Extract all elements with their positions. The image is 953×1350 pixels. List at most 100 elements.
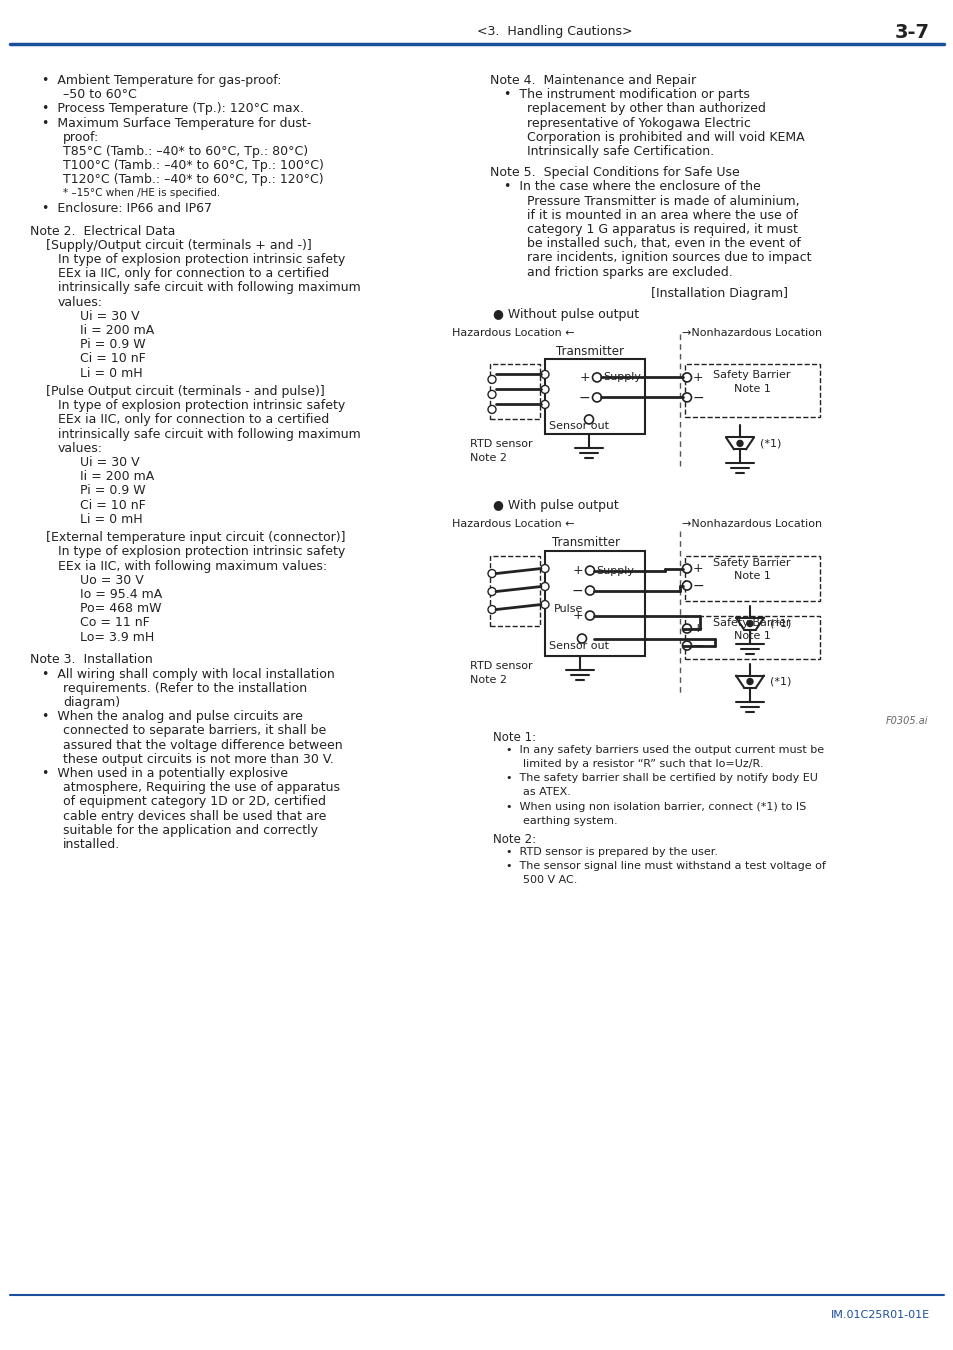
Text: be installed such, that, even in the event of: be installed such, that, even in the eve… (526, 238, 800, 250)
Text: Ui = 30 V: Ui = 30 V (80, 456, 139, 468)
Text: Pressure Transmitter is made of aluminium,: Pressure Transmitter is made of aluminiu… (526, 194, 799, 208)
Text: EEx ia IIC, only for connection to a certified: EEx ia IIC, only for connection to a cer… (58, 413, 329, 427)
Text: T85°C (Tamb.: –40* to 60°C, Tp.: 80°C): T85°C (Tamb.: –40* to 60°C, Tp.: 80°C) (63, 144, 308, 158)
Bar (684, 364, 820, 417)
Circle shape (540, 583, 548, 590)
Text: category 1 G apparatus is required, it must: category 1 G apparatus is required, it m… (526, 223, 797, 236)
Text: values:: values: (58, 441, 103, 455)
Text: Intrinsically safe Certification.: Intrinsically safe Certification. (526, 144, 714, 158)
Circle shape (746, 679, 752, 684)
Text: •  When the analog and pulse circuits are: • When the analog and pulse circuits are (42, 710, 302, 724)
Text: −: − (692, 579, 704, 593)
Text: intrinsically safe circuit with following maximum: intrinsically safe circuit with followin… (58, 428, 360, 440)
Text: −: − (571, 583, 582, 598)
Circle shape (488, 587, 496, 595)
Text: +: + (692, 371, 703, 383)
Text: 3-7: 3-7 (894, 23, 929, 42)
Text: Note 2: Note 2 (470, 675, 506, 684)
Text: Ii = 200 mA: Ii = 200 mA (80, 324, 154, 338)
Text: •  When used in a potentially explosive: • When used in a potentially explosive (42, 767, 288, 780)
Text: +: + (572, 609, 582, 622)
Text: Transmitter: Transmitter (556, 346, 623, 358)
Text: Ui = 30 V: Ui = 30 V (80, 309, 139, 323)
Text: Sensor out: Sensor out (548, 640, 608, 651)
Text: +: + (572, 564, 582, 576)
Text: atmosphere, Requiring the use of apparatus: atmosphere, Requiring the use of apparat… (63, 782, 339, 794)
Circle shape (540, 401, 548, 409)
Text: −: − (692, 390, 704, 405)
Text: EEx ia IIC, only for connection to a certified: EEx ia IIC, only for connection to a cer… (58, 267, 329, 279)
Bar (490, 364, 539, 420)
Circle shape (737, 440, 742, 447)
Circle shape (681, 393, 691, 402)
Text: Note 4.  Maintenance and Repair: Note 4. Maintenance and Repair (490, 74, 696, 86)
Text: ● Without pulse output: ● Without pulse output (493, 308, 639, 321)
Bar (544, 359, 644, 435)
Text: Supply: Supply (602, 373, 640, 382)
Text: Note 2.  Electrical Data: Note 2. Electrical Data (30, 224, 175, 238)
Text: RTD sensor: RTD sensor (470, 439, 532, 450)
Text: Note 2:: Note 2: (493, 833, 536, 846)
Text: Note 1: Note 1 (733, 571, 770, 580)
Text: Safety Barrier: Safety Barrier (713, 370, 790, 381)
Text: IM.01C25R01-01E: IM.01C25R01-01E (830, 1310, 929, 1320)
Circle shape (681, 373, 691, 382)
Text: (*1): (*1) (769, 676, 791, 687)
Text: Co = 11 nF: Co = 11 nF (80, 617, 150, 629)
Text: Hazardous Location ←: Hazardous Location ← (452, 520, 575, 529)
Text: ● With pulse output: ● With pulse output (493, 500, 618, 513)
Text: Hazardous Location ←: Hazardous Location ← (452, 328, 575, 339)
Text: Corporation is prohibited and will void KEMA: Corporation is prohibited and will void … (526, 131, 803, 144)
Text: (*1): (*1) (760, 439, 781, 448)
Text: [Supply/Output circuit (terminals + and -)]: [Supply/Output circuit (terminals + and … (46, 239, 312, 251)
Text: Note 1: Note 1 (733, 630, 770, 640)
Text: Note 1: Note 1 (733, 385, 770, 394)
Circle shape (681, 564, 691, 572)
Text: T120°C (Tamb.: –40* to 60°C, Tp.: 120°C): T120°C (Tamb.: –40* to 60°C, Tp.: 120°C) (63, 173, 323, 186)
Text: [Pulse Output circuit (terminals - and pulse)]: [Pulse Output circuit (terminals - and p… (46, 385, 324, 398)
Text: Li = 0 mH: Li = 0 mH (80, 366, 143, 379)
Text: 500 V AC.: 500 V AC. (522, 875, 577, 886)
Text: <3.  Handling Cautions>: <3. Handling Cautions> (476, 26, 632, 39)
Text: Pi = 0.9 W: Pi = 0.9 W (80, 338, 146, 351)
Text: Pi = 0.9 W: Pi = 0.9 W (80, 485, 146, 497)
Text: •  In any safety barriers used the output current must be: • In any safety barriers used the output… (505, 745, 823, 755)
Bar (544, 551, 644, 656)
Text: Note 1:: Note 1: (493, 730, 536, 744)
Text: Po= 468 mW: Po= 468 mW (80, 602, 161, 616)
Circle shape (577, 634, 586, 643)
Text: earthing system.: earthing system. (522, 815, 617, 826)
Bar (684, 616, 820, 659)
Text: (*1): (*1) (769, 618, 791, 629)
Text: •  In the case where the enclosure of the: • In the case where the enclosure of the (503, 181, 760, 193)
Bar (490, 556, 539, 625)
Text: suitable for the application and correctly: suitable for the application and correct… (63, 824, 317, 837)
Text: +: + (692, 562, 703, 575)
Text: In type of explosion protection intrinsic safety: In type of explosion protection intrinsi… (58, 252, 345, 266)
Text: diagram): diagram) (63, 697, 120, 709)
Text: •  All wiring shall comply with local installation: • All wiring shall comply with local ins… (42, 667, 335, 680)
Text: −: − (578, 390, 589, 405)
Text: Ii = 200 mA: Ii = 200 mA (80, 470, 154, 483)
Circle shape (681, 641, 691, 651)
Text: •  Ambient Temperature for gas-proof:: • Ambient Temperature for gas-proof: (42, 74, 281, 86)
Text: F0305.ai: F0305.ai (884, 716, 927, 725)
Text: •  Enclosure: IP66 and IP67: • Enclosure: IP66 and IP67 (42, 201, 212, 215)
Text: →Nonhazardous Location: →Nonhazardous Location (681, 328, 821, 339)
Circle shape (488, 606, 496, 613)
Text: connected to separate barriers, it shall be: connected to separate barriers, it shall… (63, 725, 326, 737)
Text: RTD sensor: RTD sensor (470, 660, 532, 671)
Circle shape (488, 375, 496, 383)
Text: +: + (578, 371, 589, 383)
Circle shape (540, 385, 548, 393)
Circle shape (540, 564, 548, 572)
Circle shape (592, 393, 601, 402)
Circle shape (488, 405, 496, 413)
Text: •  RTD sensor is prepared by the user.: • RTD sensor is prepared by the user. (505, 846, 718, 857)
Text: as ATEX.: as ATEX. (522, 787, 570, 798)
Circle shape (681, 624, 691, 633)
Text: –50 to 60°C: –50 to 60°C (63, 88, 136, 101)
Circle shape (585, 612, 594, 620)
Text: cable entry devices shall be used that are: cable entry devices shall be used that a… (63, 810, 326, 822)
Circle shape (746, 621, 752, 626)
